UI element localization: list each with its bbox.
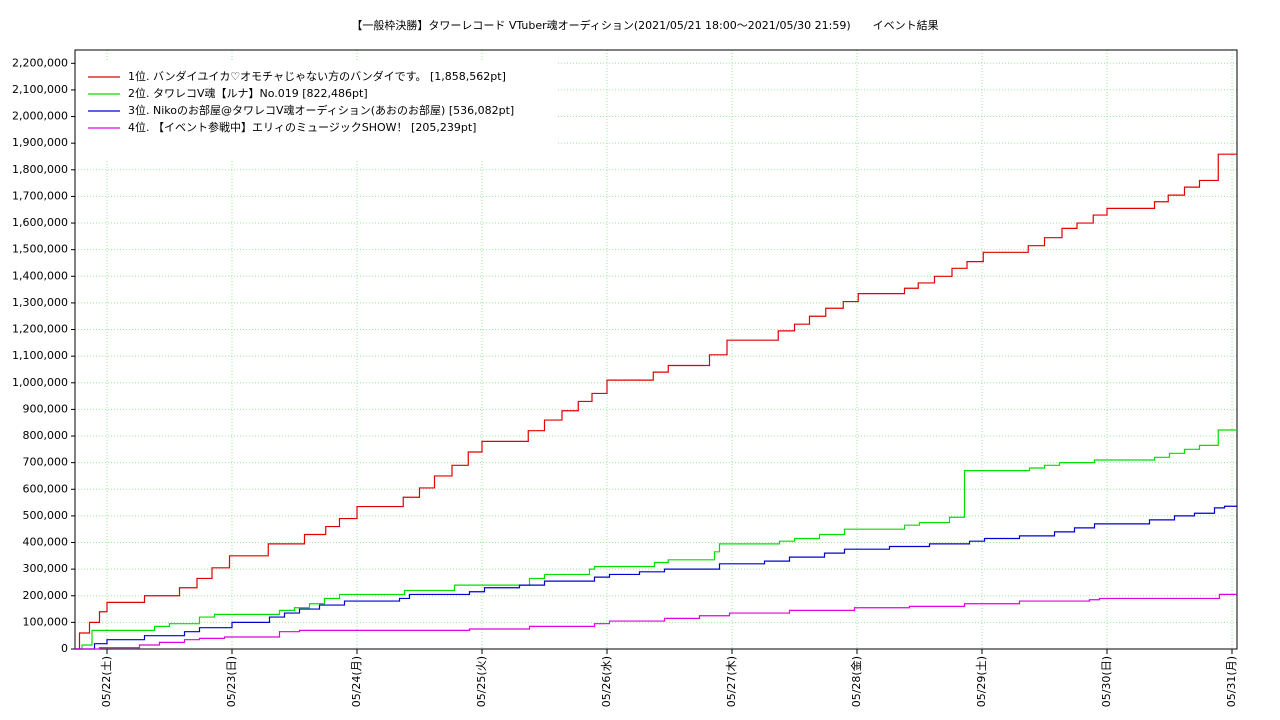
- legend-box: [78, 62, 556, 160]
- y-tick-label: 1,400,000: [12, 269, 68, 282]
- x-tick-label: 05/22(土): [100, 656, 113, 707]
- series-line: [75, 505, 1237, 650]
- legend-label: 2位. タワレコV魂【ルナ】No.019 [822,486pt]: [128, 86, 368, 100]
- x-tick-label: 05/27(木): [725, 656, 738, 707]
- y-tick-label: 1,200,000: [12, 323, 68, 336]
- y-tick-label: 2,200,000: [12, 56, 68, 69]
- y-tick-label: 300,000: [23, 562, 69, 575]
- y-tick-label: 900,000: [23, 402, 69, 415]
- x-tick-label: 05/29(土): [975, 656, 988, 707]
- x-tick-label: 05/23(日): [225, 656, 238, 707]
- y-tick-label: 1,600,000: [12, 216, 68, 229]
- x-tick-label: 05/28(金): [849, 656, 863, 707]
- legend-label: 1位. バンダイユイカ♡オモチャじゃない方のバンダイです。 [1,858,562…: [128, 69, 506, 83]
- x-tick-label: 05/30(日): [1100, 656, 1113, 707]
- chart-title: 【一般枠決勝】タワーレコード VTuber魂オーディション(2021/05/21…: [351, 18, 938, 32]
- y-tick-label: 1,500,000: [12, 243, 68, 256]
- y-tick-label: 0: [61, 642, 68, 655]
- x-tick-label: 05/26(水): [600, 656, 613, 707]
- y-tick-label: 1,000,000: [12, 376, 68, 389]
- series-line: [75, 153, 1237, 650]
- legend-label: 4位. 【イベント参戦中】エリィのミュージックSHOW！ [205,239pt]: [128, 120, 476, 134]
- x-tick-label: 05/24(月): [350, 656, 363, 707]
- legend: 1位. バンダイユイカ♡オモチャじゃない方のバンダイです。 [1,858,562…: [78, 62, 556, 160]
- y-tick-label: 100,000: [23, 615, 69, 628]
- series-line: [75, 429, 1237, 650]
- x-tick-label: 05/31(月): [1225, 656, 1238, 707]
- y-tick-label: 800,000: [23, 429, 69, 442]
- y-tick-label: 500,000: [23, 509, 69, 522]
- y-tick-label: 400,000: [23, 536, 69, 549]
- y-tick-label: 1,100,000: [12, 349, 68, 362]
- y-tick-label: 200,000: [23, 589, 69, 602]
- y-tick-label: 2,000,000: [12, 110, 68, 123]
- y-tick-label: 1,800,000: [12, 163, 68, 176]
- y-tick-label: 1,300,000: [12, 296, 68, 309]
- y-tick-label: 2,100,000: [12, 83, 68, 96]
- plot-frame: [74, 49, 1238, 650]
- y-tick-label: 600,000: [23, 482, 69, 495]
- x-tick-label: 05/25(火): [475, 656, 488, 707]
- series-line: [75, 593, 1237, 650]
- y-tick-label: 1,700,000: [12, 189, 68, 202]
- legend-label: 3位. Nikoのお部屋@タワレコV魂オーディション(あおのお部屋) [536,…: [128, 103, 514, 117]
- y-tick-label: 700,000: [23, 456, 69, 469]
- y-tick-label: 1,900,000: [12, 136, 68, 149]
